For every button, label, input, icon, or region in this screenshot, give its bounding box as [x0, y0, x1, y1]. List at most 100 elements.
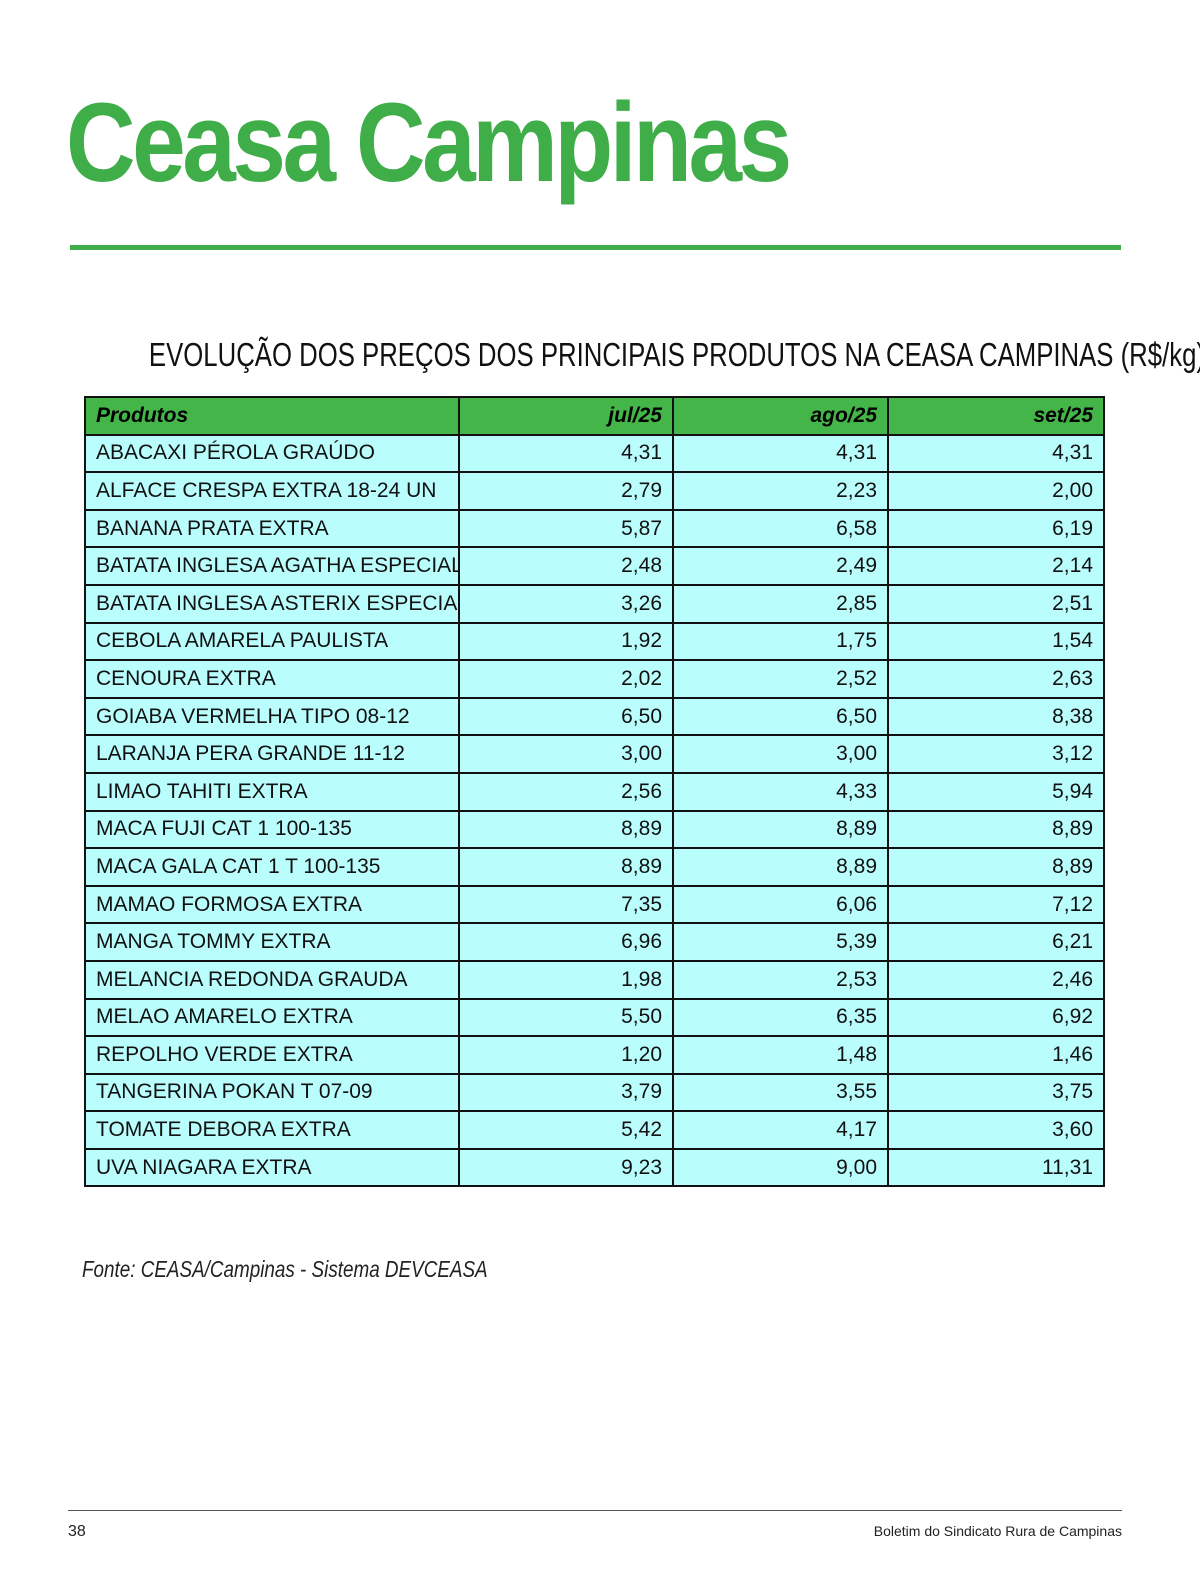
header-row: Produtos jul/25 ago/25 set/25 [84, 396, 1105, 436]
price-cell: 8,89 [887, 847, 1105, 887]
price-cell: 1,46 [887, 1035, 1105, 1075]
price-cell: 7,35 [458, 884, 674, 925]
price-cell: 6,92 [887, 997, 1105, 1038]
price-cell: 8,89 [672, 809, 889, 850]
product-cell: MELANCIA REDONDA GRAUDA [84, 959, 460, 1000]
price-cell: 5,42 [458, 1110, 674, 1150]
price-cell: 6,58 [672, 508, 889, 549]
price-cell: 2,79 [458, 471, 674, 511]
price-cell: 1,54 [887, 621, 1105, 662]
price-cell: 4,31 [458, 433, 674, 474]
price-cell: 2,46 [887, 959, 1105, 1000]
product-cell: MANGA TOMMY EXTRA [84, 922, 460, 962]
price-cell: 2,52 [672, 659, 889, 699]
product-cell: ALFACE CRESPA EXTRA 18-24 UN [84, 471, 460, 511]
column-header: jul/25 [458, 396, 674, 436]
price-cell: 4,31 [887, 433, 1105, 474]
price-cell: 6,50 [458, 696, 674, 737]
price-cell: 6,06 [672, 884, 889, 925]
price-cell: 1,92 [458, 621, 674, 662]
price-cell: 2,48 [458, 546, 674, 586]
table-body: ABACAXI PÉROLA GRAÚDO 4,31 4,31 4,31 ALFACE … [84, 433, 1105, 1188]
price-cell: 3,55 [672, 1072, 889, 1113]
price-cell: 4,33 [672, 771, 889, 812]
footer-rule [68, 1510, 1122, 1511]
price-cell: 5,50 [458, 997, 674, 1038]
column-header: set/25 [887, 396, 1105, 436]
table-row: MACA FUJI CAT 1 100-135 8,89 8,89 8,89 [84, 809, 1105, 850]
publication-name: Boletim do Sindicato Rura de Campinas [873, 1523, 1122, 1539]
price-cell: 7,12 [887, 884, 1105, 925]
page-number: 38 [68, 1523, 86, 1540]
price-cell: 3,60 [887, 1110, 1105, 1150]
table-row: REPOLHO VERDE EXTRA 1,20 1,48 1,46 [84, 1035, 1105, 1075]
table-row: LARANJA PERA GRANDE 11-12 3,00 3,00 3,12 [84, 734, 1105, 774]
table-row: TANGERINA POKAN T 07-09 3,79 3,55 3,75 [84, 1072, 1105, 1113]
price-cell: 2,00 [887, 471, 1105, 511]
price-cell: 9,00 [672, 1147, 889, 1188]
price-cell: 9,23 [458, 1147, 674, 1188]
table-row: BANANA PRATA EXTRA 5,87 6,58 6,19 [84, 508, 1105, 549]
table-row: CEBOLA AMARELA PAULISTA 1,92 1,75 1,54 [84, 621, 1105, 662]
product-cell: TOMATE DEBORA EXTRA [84, 1110, 460, 1150]
price-cell: 8,89 [672, 847, 889, 887]
product-cell: BATATA INGLESA AGATHA ESPECIAL [84, 546, 460, 586]
price-cell: 2,02 [458, 659, 674, 699]
table-row: GOIABA VERMELHA TIPO 08-12 6,50 6,50 8,38 [84, 696, 1105, 737]
table-row: CENOURA EXTRA 2,02 2,52 2,63 [84, 659, 1105, 699]
product-cell: BANANA PRATA EXTRA [84, 508, 460, 549]
product-cell: CENOURA EXTRA [84, 659, 460, 699]
product-cell: LIMAO TAHITI EXTRA [84, 771, 460, 812]
product-cell: MELAO AMARELO EXTRA [84, 997, 460, 1038]
table-row: MELANCIA REDONDA GRAUDA 1,98 2,53 2,46 [84, 959, 1105, 1000]
product-cell: BATATA INGLESA ASTERIX ESPECIAL [84, 583, 460, 624]
price-cell: 3,79 [458, 1072, 674, 1113]
table-row: MACA GALA CAT 1 T 100-135 8,89 8,89 8,89 [84, 847, 1105, 887]
price-cell: 6,19 [887, 508, 1105, 549]
table-row: ABACAXI PÉROLA GRAÚDO 4,31 4,31 4,31 [84, 433, 1105, 474]
price-cell: 4,17 [672, 1110, 889, 1150]
price-cell: 2,85 [672, 583, 889, 624]
table-row: MELAO AMARELO EXTRA 5,50 6,35 6,92 [84, 997, 1105, 1038]
price-cell: 3,00 [672, 734, 889, 774]
price-cell: 1,20 [458, 1035, 674, 1075]
price-cell: 5,87 [458, 508, 674, 549]
price-cell: 3,12 [887, 734, 1105, 774]
price-cell: 5,39 [672, 922, 889, 962]
price-cell: 6,21 [887, 922, 1105, 962]
page-title: Ceasa Campinas [66, 80, 792, 205]
price-cell: 2,51 [887, 583, 1105, 624]
product-cell: MACA GALA CAT 1 T 100-135 [84, 847, 460, 887]
price-cell: 3,00 [458, 734, 674, 774]
price-cell: 6,96 [458, 922, 674, 962]
price-cell: 5,94 [887, 771, 1105, 812]
price-cell: 1,48 [672, 1035, 889, 1075]
price-table: Produtos jul/25 ago/25 set/25 ABACAXI PÉROL… [84, 396, 1105, 1188]
product-cell: TANGERINA POKAN T 07-09 [84, 1072, 460, 1113]
price-cell: 8,38 [887, 696, 1105, 737]
price-cell: 1,98 [458, 959, 674, 1000]
table-row: TOMATE DEBORA EXTRA 5,42 4,17 3,60 [84, 1110, 1105, 1150]
source-note: Fonte: CEASA/Campinas - Sistema DEVCEASA [82, 1256, 488, 1282]
table-row: LIMAO TAHITI EXTRA 2,56 4,33 5,94 [84, 771, 1105, 812]
price-cell: 8,89 [458, 809, 674, 850]
title-rule [70, 245, 1121, 250]
product-cell: LARANJA PERA GRANDE 11-12 [84, 734, 460, 774]
price-cell: 2,56 [458, 771, 674, 812]
price-cell: 8,89 [887, 809, 1105, 850]
column-header: ago/25 [672, 396, 889, 436]
price-cell: 8,89 [458, 847, 674, 887]
product-cell: GOIABA VERMELHA TIPO 08-12 [84, 696, 460, 737]
product-cell: MACA FUJI CAT 1 100-135 [84, 809, 460, 850]
table-row: MAMAO FORMOSA EXTRA 7,35 6,06 7,12 [84, 884, 1105, 925]
price-cell: 6,50 [672, 696, 889, 737]
table-title: EVOLUÇÃO DOS PREÇOS DOS PRINCIPAIS PRODU… [148, 336, 1200, 373]
price-cell: 2,49 [672, 546, 889, 586]
table-row: ALFACE CRESPA EXTRA 18-24 UN 2,79 2,23 2,00 [84, 471, 1105, 511]
price-cell: 1,75 [672, 621, 889, 662]
price-cell: 2,63 [887, 659, 1105, 699]
column-header: Produtos [84, 396, 460, 436]
price-cell: 4,31 [672, 433, 889, 474]
price-cell: 2,53 [672, 959, 889, 1000]
